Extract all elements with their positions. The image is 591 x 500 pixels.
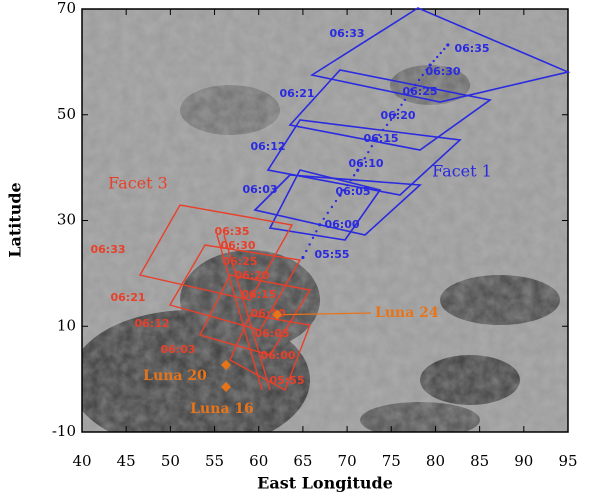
site-marker xyxy=(221,382,232,393)
x-tick-label: 55 xyxy=(205,452,224,470)
footprint-time-label: 06:33 xyxy=(90,243,125,256)
track-dot xyxy=(345,183,349,187)
track-point xyxy=(338,193,342,197)
track-dot xyxy=(352,174,356,177)
track-dot xyxy=(330,205,334,209)
y-tick-label: -10 xyxy=(52,422,76,440)
y-tick-label: 10 xyxy=(57,316,76,334)
track-dot xyxy=(421,73,424,77)
track-point xyxy=(393,113,397,117)
track-dot xyxy=(425,68,428,72)
track-time-label: 06:35 xyxy=(454,42,489,55)
track-point xyxy=(446,43,450,47)
track-time-label: 06:05 xyxy=(335,185,370,198)
footprint-time-label: 06:12 xyxy=(134,317,169,330)
x-tick-label: 60 xyxy=(249,452,268,470)
x-tick-label: 95 xyxy=(558,452,577,470)
track-dot xyxy=(417,78,421,82)
track-time-label: 06:20 xyxy=(380,109,415,122)
track-time-label: 06:05 xyxy=(254,327,289,340)
track-dot xyxy=(360,163,363,166)
site-label: Luna 20 xyxy=(143,368,207,384)
footprint-time-label: 06:33 xyxy=(329,27,364,40)
site-leader xyxy=(283,312,372,316)
track-dot xyxy=(403,98,407,102)
site-marker xyxy=(221,359,232,370)
site-label: Luna 24 xyxy=(375,305,439,321)
track-time-label: 06:25 xyxy=(402,85,437,98)
x-tick-label: 85 xyxy=(470,452,489,470)
track-dot xyxy=(370,144,374,148)
track-time-label: 06:15 xyxy=(241,288,276,301)
track-time-label: 05:55 xyxy=(314,248,349,261)
track-time-label: 06:10 xyxy=(348,157,383,170)
track-dot xyxy=(367,150,370,154)
x-tick-label: 45 xyxy=(117,452,136,470)
x-tick-label: 80 xyxy=(426,452,445,470)
y-tick-label: 30 xyxy=(57,211,76,229)
x-tick-label: 75 xyxy=(382,452,401,470)
x-tick-label: 50 xyxy=(161,452,180,470)
track-dot xyxy=(389,118,393,122)
track-time-label: 06:00 xyxy=(324,218,359,231)
track-point xyxy=(301,255,305,260)
track-point xyxy=(373,138,377,142)
footprint-time-label: 06:12 xyxy=(250,140,285,153)
track-dot xyxy=(443,47,446,51)
track-point xyxy=(318,223,322,227)
track-point xyxy=(409,88,414,92)
track-dot xyxy=(349,179,352,182)
track-time-label: 06:30 xyxy=(425,65,460,78)
facet-label: Facet 3 xyxy=(108,174,168,193)
facet-1-footprints xyxy=(253,7,571,241)
track-dot xyxy=(326,211,330,215)
footprint-time-label: 06:03 xyxy=(160,343,195,356)
x-tick-label: 40 xyxy=(72,452,91,470)
site-label: Luna 16 xyxy=(190,401,254,417)
track-time-label: 06:35 xyxy=(214,225,249,238)
track-dot xyxy=(322,217,325,221)
track-time-label: 06:15 xyxy=(363,132,398,145)
y-axis-label: Latitude xyxy=(6,182,25,257)
track-dot xyxy=(407,93,410,97)
track-dot xyxy=(396,108,400,111)
track-dot xyxy=(414,83,417,87)
track-dot xyxy=(363,157,366,160)
track-dot xyxy=(311,236,315,240)
y-tick-label: 70 xyxy=(57,0,76,17)
track-point xyxy=(428,63,432,67)
x-tick-label: 70 xyxy=(338,452,357,470)
track-dot xyxy=(315,230,318,233)
track-dot xyxy=(334,199,338,203)
track-dot xyxy=(400,103,403,107)
track-dot xyxy=(305,249,308,253)
track-dot xyxy=(308,243,311,246)
footprint-time-label: 06:03 xyxy=(242,183,277,196)
lunar-image xyxy=(82,9,568,432)
x-tick-label: 65 xyxy=(293,452,312,470)
track-dot xyxy=(342,188,345,192)
track-dot xyxy=(439,51,442,55)
site-marker xyxy=(272,309,283,320)
footprint-time-label: 06:21 xyxy=(279,87,314,100)
track-dot xyxy=(381,128,385,132)
track-time-label: 06:30 xyxy=(220,239,255,252)
footprint-time-label: 06:21 xyxy=(110,291,145,304)
x-axis-label: East Longitude xyxy=(257,474,393,493)
x-tick-label: 90 xyxy=(514,452,533,470)
track-point xyxy=(356,168,360,172)
track-time-label: 06:25 xyxy=(222,255,257,268)
track-time-label: 06:00 xyxy=(260,349,295,362)
track-dot xyxy=(436,55,439,59)
track-time-label: 05:55 xyxy=(269,374,304,387)
y-tick-label: 50 xyxy=(57,105,76,123)
track-dot xyxy=(385,123,389,127)
facet-3-footprints xyxy=(138,204,312,391)
track-time-label: 06:20 xyxy=(234,269,269,282)
facet-label: Facet 1 xyxy=(432,162,492,181)
track-dot xyxy=(432,59,435,63)
track-dot xyxy=(378,133,381,137)
